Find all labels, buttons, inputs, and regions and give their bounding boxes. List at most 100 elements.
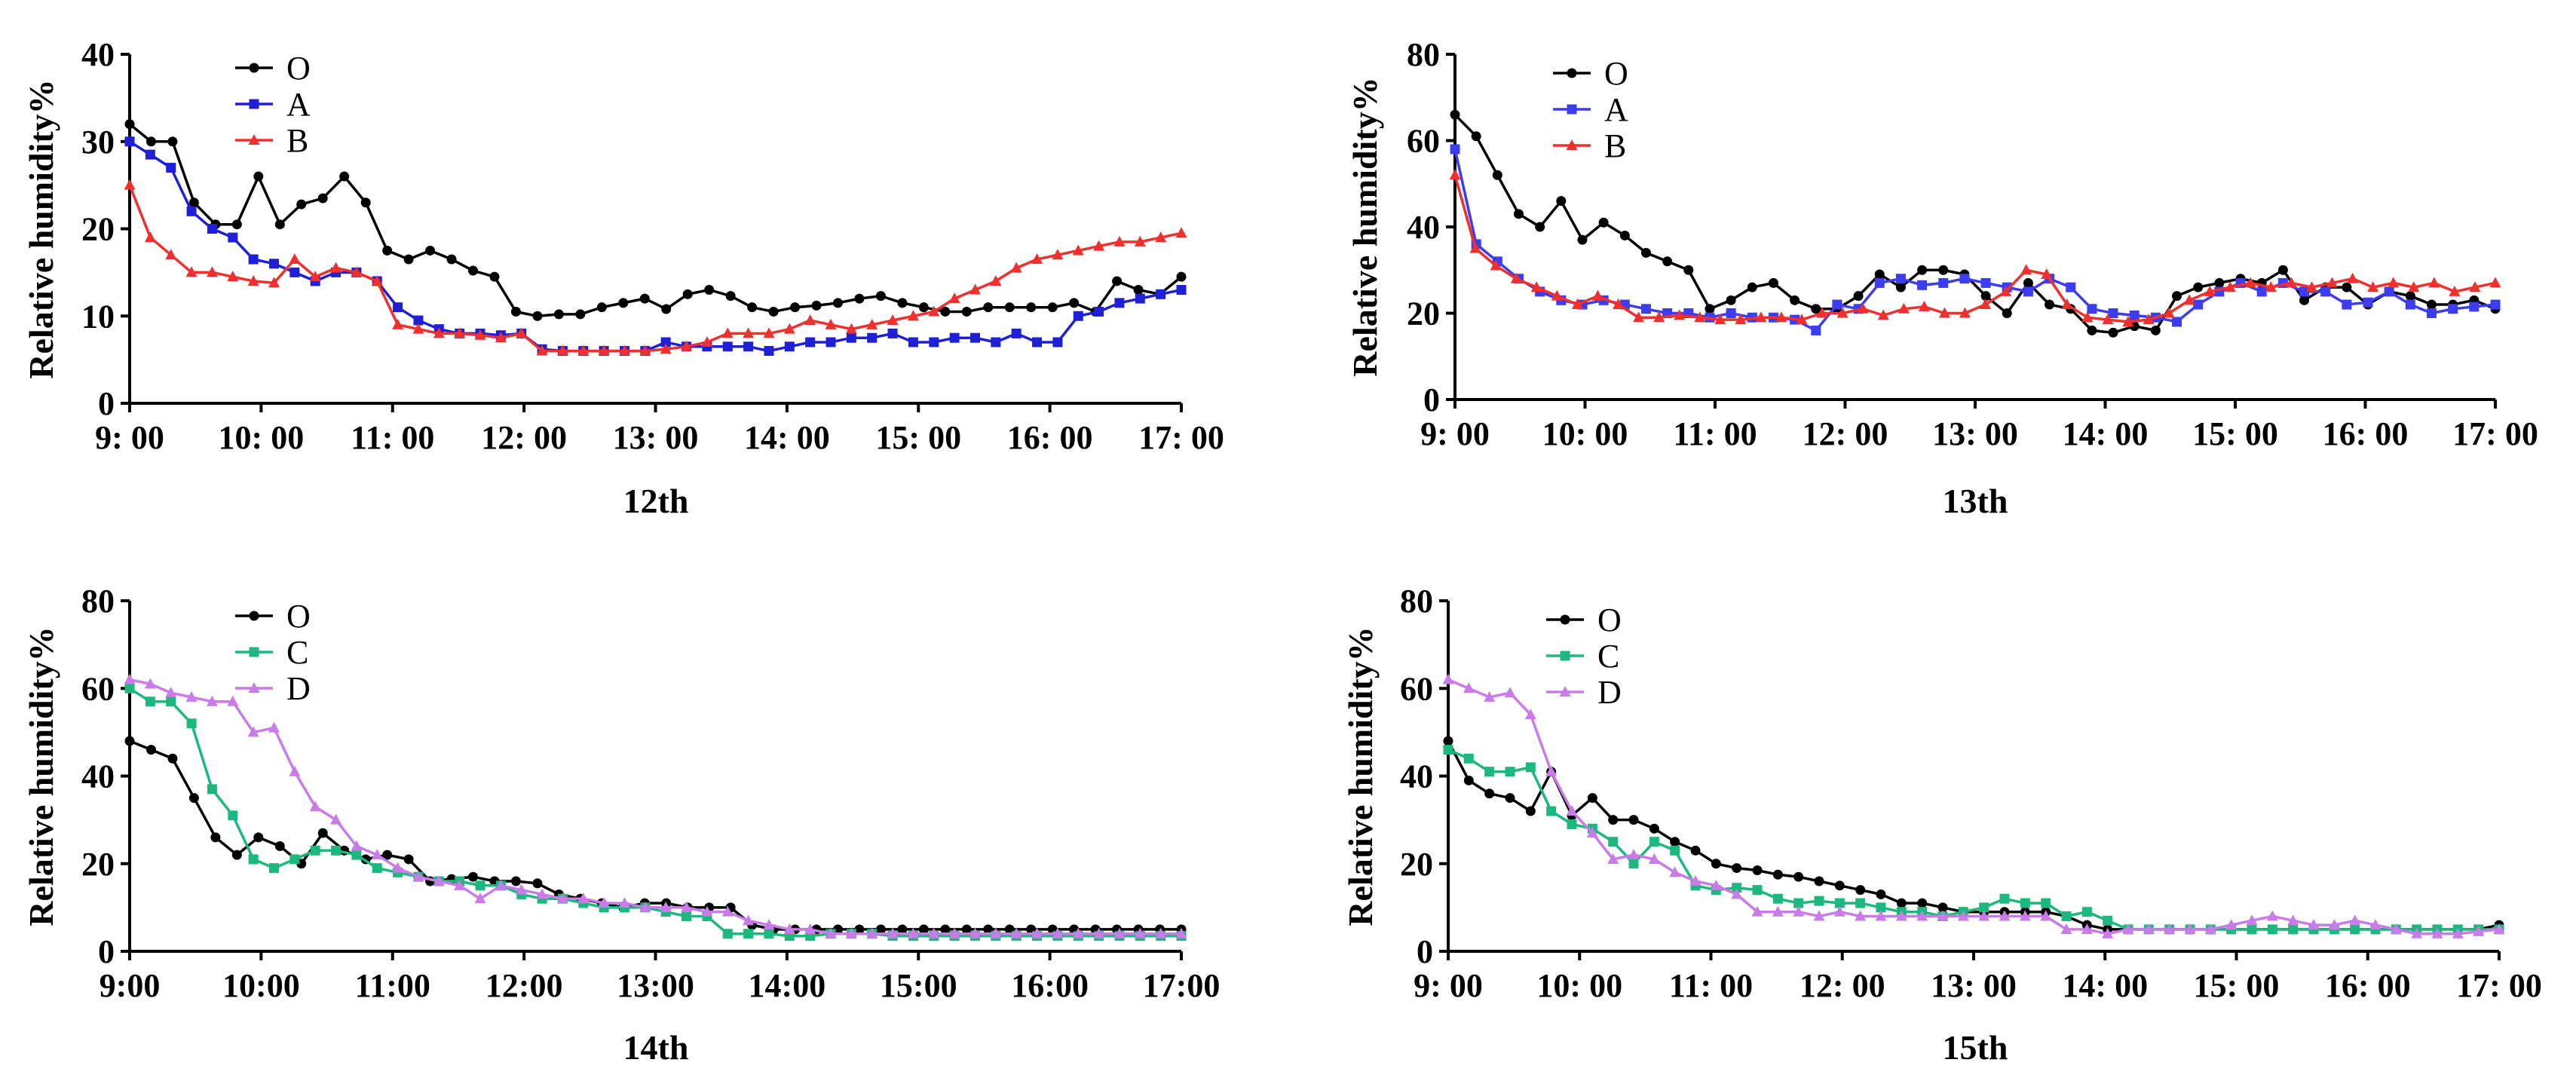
x-tick-label: 9: 00 — [95, 419, 164, 456]
legend-label: D — [1597, 674, 1622, 711]
series-line — [1447, 748, 2499, 931]
data-point — [2023, 277, 2033, 288]
y-tick-label: 40 — [1407, 209, 1440, 246]
data-point — [1484, 788, 1495, 799]
data-point — [2449, 285, 2461, 296]
data-point — [536, 344, 548, 356]
data-point — [188, 197, 199, 208]
legend-label: A — [1604, 91, 1628, 128]
series-line — [1453, 148, 2496, 332]
data-point — [1133, 285, 1144, 295]
data-point — [2150, 325, 2161, 335]
data-point — [1855, 910, 1867, 921]
data-point — [1814, 896, 1824, 906]
x-tick-label: 11:00 — [355, 967, 430, 1004]
y-tick-label: 0 — [98, 385, 115, 422]
data-point — [317, 828, 328, 838]
data-point — [248, 854, 259, 865]
chart-panel-13th: Relative humidity% 13th 0 20 40 60 80 9: 00 10… — [1346, 36, 2538, 520]
data-point — [1726, 308, 1736, 318]
data-point — [489, 271, 500, 282]
data-point — [811, 300, 822, 311]
data-point — [743, 327, 755, 338]
data-point — [532, 311, 543, 321]
data-point — [1484, 767, 1495, 777]
data-point — [887, 927, 899, 938]
data-point — [124, 136, 135, 147]
data-point — [1471, 131, 1481, 142]
y-tick-label: 0 — [1423, 381, 1440, 418]
data-point — [2267, 924, 2277, 935]
data-point — [1937, 902, 1948, 913]
data-point — [1628, 849, 1640, 860]
data-point — [1513, 209, 1524, 219]
data-point — [1586, 827, 1598, 838]
data-point — [124, 179, 136, 190]
data-point — [1895, 910, 1907, 921]
data-point — [596, 302, 607, 313]
data-point — [2288, 924, 2299, 935]
data-point — [2163, 307, 2175, 318]
data-point — [382, 850, 393, 860]
data-point — [2244, 277, 2256, 288]
x-tick-label: 10: 00 — [1536, 967, 1622, 1004]
data-point — [969, 927, 981, 938]
data-point — [2103, 915, 2113, 926]
data-point — [289, 765, 301, 776]
data-point — [475, 880, 485, 891]
data-point — [1875, 910, 1887, 921]
data-point — [330, 813, 342, 825]
data-point — [1524, 709, 1536, 720]
data-point — [2384, 286, 2394, 297]
data-point — [1607, 853, 1619, 864]
data-point — [722, 929, 733, 939]
data-point — [2102, 927, 2114, 938]
y-axis-label: Relative humidity% — [22, 626, 60, 926]
data-point — [2020, 264, 2032, 275]
data-point — [227, 695, 239, 706]
data-point — [1834, 880, 1845, 891]
data-point — [804, 314, 816, 326]
y-tick-label: 40 — [81, 758, 115, 795]
data-point — [929, 337, 939, 348]
data-point — [474, 893, 486, 904]
legend: OAB — [235, 50, 311, 159]
series-D — [124, 673, 1187, 938]
data-point — [186, 206, 197, 216]
data-point — [1772, 905, 1784, 917]
data-point — [1876, 902, 1886, 913]
data-point — [516, 327, 528, 338]
data-point — [2023, 286, 2033, 297]
data-point — [866, 318, 878, 329]
legend-item: B — [1553, 127, 1626, 164]
x-tick-label: 17: 00 — [1138, 419, 1224, 456]
data-point — [639, 293, 650, 304]
data-point — [1094, 306, 1104, 317]
x-tick-label: 12: 00 — [1800, 967, 1885, 1004]
data-point — [2060, 923, 2072, 934]
data-point — [2427, 308, 2437, 318]
data-point — [2193, 282, 2204, 292]
data-point — [536, 888, 548, 899]
data-point — [1690, 845, 1701, 856]
data-point — [783, 923, 795, 934]
data-point — [1450, 144, 1460, 155]
y-tick-label: 40 — [81, 36, 115, 73]
data-point — [2320, 286, 2331, 297]
x-tick-label: 10: 00 — [1542, 415, 1628, 452]
x-tick-label: 16:00 — [1011, 967, 1089, 1004]
y-axis-label: Relative humidity% — [1346, 77, 1384, 376]
series-line — [1447, 678, 2500, 935]
data-point — [231, 219, 242, 230]
data-point — [274, 219, 285, 230]
series-D — [1442, 673, 2505, 938]
x-tick-label: 17: 00 — [2456, 967, 2542, 1004]
data-point — [1134, 235, 1146, 246]
data-point — [618, 298, 629, 308]
data-point — [1772, 869, 1783, 880]
x-tick-label: 15: 00 — [875, 419, 961, 456]
data-point — [1114, 298, 1125, 308]
data-point — [1567, 819, 1577, 829]
chart-panel-14th: Relative humidity% 14th 0 20 40 60 80 9:00 10:… — [22, 583, 1220, 1067]
legend-item: B — [235, 122, 308, 159]
